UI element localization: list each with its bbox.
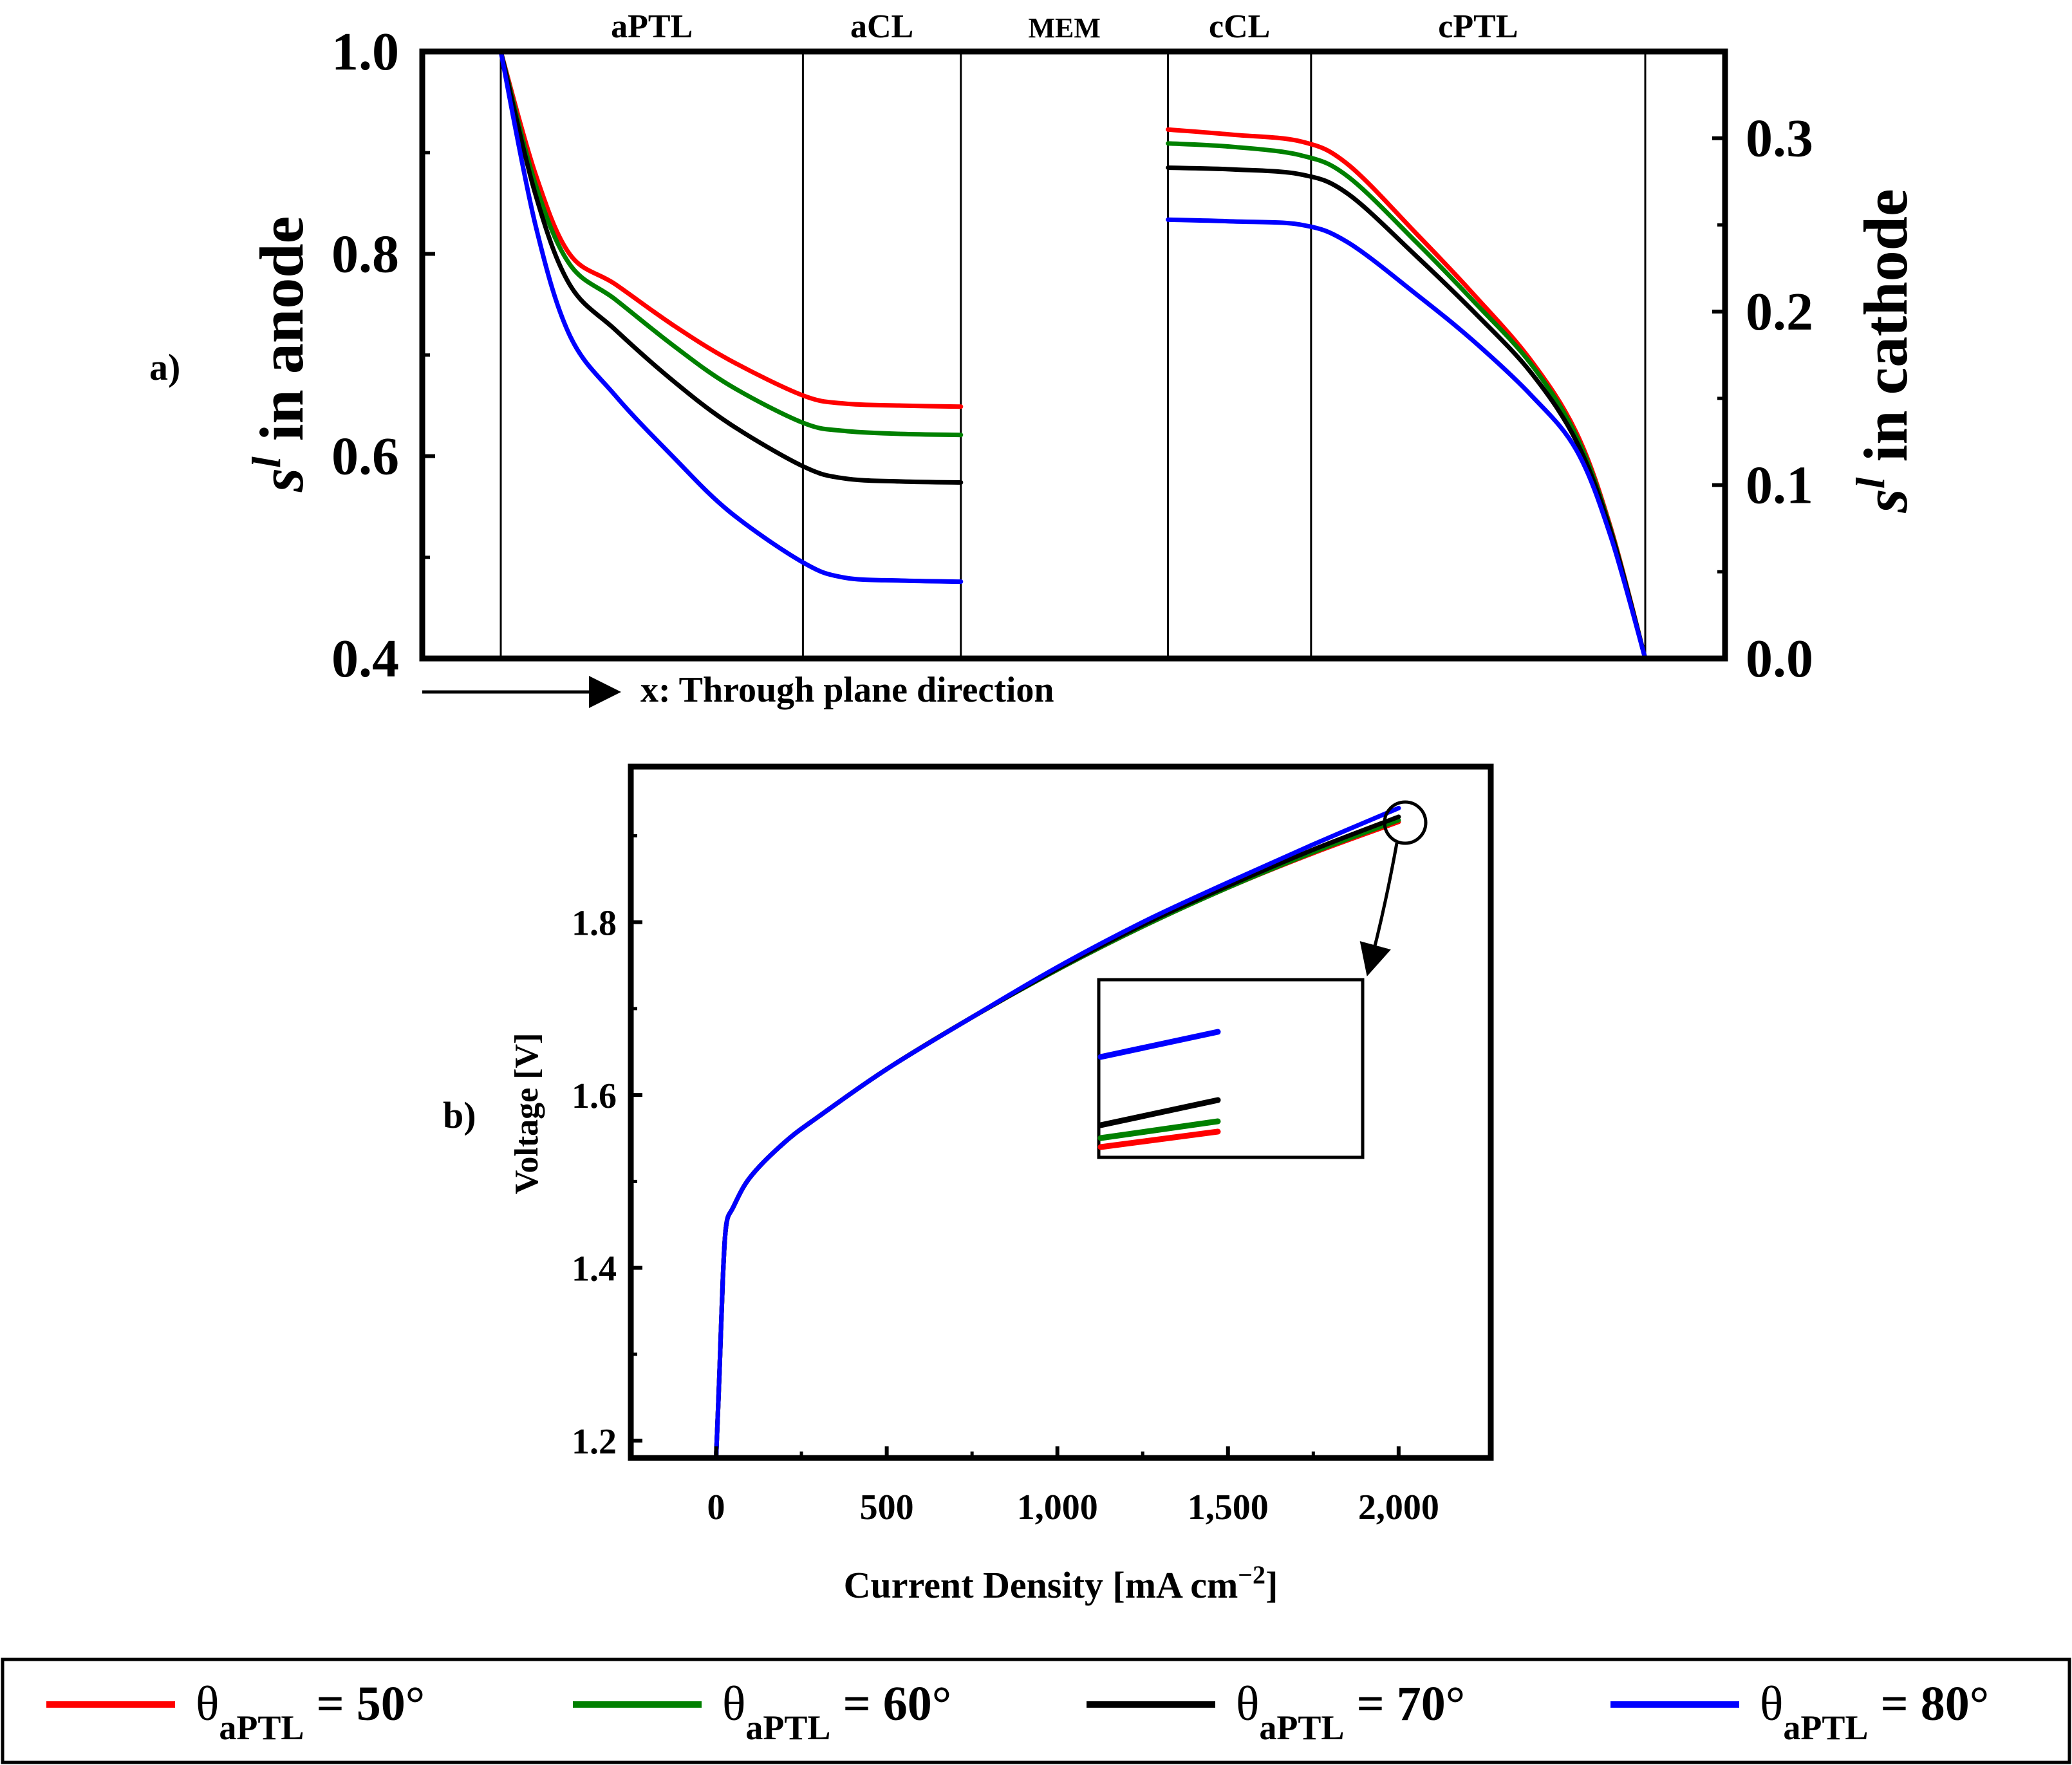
panel-b: b) 0 500 1,000 1,500 2,000 1.2 1.4 1.6 1.8 Volt…: [443, 763, 1494, 1607]
inset-frame: [1097, 978, 1365, 1159]
legend-theta: θ: [196, 1677, 219, 1731]
inset-curve-segment: [1097, 1118, 1221, 1141]
legend-label: θaPTL = 50°: [196, 1677, 425, 1747]
panel-b-y-ticks: 1.2 1.4 1.6 1.8: [572, 834, 642, 1462]
panel-b-x-ticks: 0 500 1,000 1,500 2,000: [707, 1446, 1439, 1527]
region-label-aCL: aCL: [850, 8, 913, 45]
x-label-sup: −2: [1238, 1560, 1265, 1589]
legend: θaPTL = 50° θaPTL = 60° θaPTL = 70° θaPTL =…: [1, 1658, 2071, 1764]
x-tick-label: 0: [707, 1488, 725, 1527]
x-tick-label: 1,500: [1188, 1488, 1269, 1527]
panel-a-region-boundaries: [499, 51, 1647, 658]
left-tick-label: 0.6: [331, 427, 399, 487]
legend-label: θaPTL = 80°: [1760, 1677, 1989, 1747]
inset-curve-segment: [1097, 1029, 1221, 1060]
y-tick-label: 1.2: [572, 1422, 617, 1462]
panel-a-left-y-label: sl in anode: [243, 216, 317, 493]
right-y-label-sup: l: [1847, 477, 1893, 489]
legend-theta: θ: [1236, 1677, 1259, 1731]
legend-value: = 60°: [830, 1677, 951, 1731]
x-tick-label: 1,000: [1017, 1488, 1098, 1527]
legend-items: θaPTL = 50° θaPTL = 60° θaPTL = 70° θaPTL =…: [46, 1677, 1989, 1747]
panel-a-left-ticks: 0.4 0.6 0.8 1.0: [331, 22, 435, 689]
cathode-curve-1: [1166, 127, 1648, 661]
region-label-cPTL: cPTL: [1438, 8, 1518, 45]
anode-curve-4: [498, 49, 964, 584]
zoom-circle: [1383, 800, 1428, 845]
legend-subscript: aPTL: [1259, 1708, 1344, 1747]
anode-curve-1: [498, 49, 964, 409]
anode-curve-2: [498, 49, 964, 438]
cathode-curve-3: [1166, 165, 1648, 661]
panel-a-label: a): [149, 346, 180, 388]
legend-subscript: aPTL: [1783, 1708, 1868, 1747]
panel-a-x-label: x: Through plane direction: [640, 670, 1054, 710]
legend-label: θaPTL = 70°: [1236, 1677, 1465, 1747]
legend-value: = 50°: [304, 1677, 425, 1731]
legend-theta: θ: [1760, 1677, 1783, 1731]
panel-a-right-y-label: sl in cathode: [1847, 189, 1921, 513]
x-tick-label: 2,000: [1358, 1488, 1439, 1527]
legend-subscript: aPTL: [745, 1708, 830, 1747]
left-tick-label: 1.0: [331, 22, 399, 82]
panel-b-frame: [628, 763, 1494, 1461]
x-tick-label: 500: [860, 1488, 914, 1527]
right-tick-label: 0.2: [1746, 282, 1813, 342]
right-tick-label: 0.0: [1746, 629, 1813, 689]
inset-curves: [1097, 1029, 1221, 1150]
panel-b-x-label: Current Density [mA cm−2]: [844, 1560, 1278, 1607]
panel-b-label: b): [443, 1094, 476, 1136]
legend-frame: [1, 1658, 2071, 1764]
right-tick-label: 0.1: [1746, 456, 1813, 516]
x-label-main: Current Density [mA cm: [844, 1564, 1238, 1606]
anode-curve-3: [498, 49, 964, 485]
region-label-MEM: MEM: [1028, 12, 1100, 44]
cathode-curve-4: [1166, 217, 1648, 661]
legend-value: = 70°: [1344, 1677, 1465, 1731]
inset-curve-segment: [1097, 1097, 1221, 1128]
region-label-cCL: cCL: [1209, 8, 1270, 45]
legend-subscript: aPTL: [219, 1708, 304, 1747]
panel-a-right-ticks: 0.0 0.1 0.2 0.3: [1712, 109, 1813, 689]
left-tick-label: 0.4: [331, 629, 399, 689]
legend-label: θaPTL = 60°: [722, 1677, 951, 1747]
panel-a: a) aPTL aCL MEM cCL cPTL 0.4 0.6 0.8 1.0 0.0 0.1…: [149, 8, 1920, 710]
panel-b-y-label: Voltage [V]: [509, 1033, 545, 1195]
zoom-arrow: [1359, 843, 1399, 976]
polarization-curve-4: [714, 805, 1401, 1461]
legend-value: = 80°: [1868, 1677, 1989, 1731]
y-tick-label: 1.8: [572, 904, 617, 944]
left-y-label-s: s: [247, 468, 316, 492]
x-label-end: ]: [1265, 1564, 1278, 1606]
panel-b-curves: [714, 805, 1401, 1461]
left-y-label-rest: in anode: [247, 216, 316, 456]
legend-theta: θ: [722, 1677, 745, 1731]
right-tick-label: 0.3: [1746, 109, 1813, 169]
panel-a-curves: [498, 49, 1648, 661]
right-y-label-s: s: [1851, 489, 1920, 513]
panel-a-region-labels: aPTL aCL MEM cCL cPTL: [611, 8, 1518, 45]
right-y-label-rest: in cathode: [1851, 189, 1920, 477]
left-y-label-sup: l: [243, 456, 289, 468]
inset-curve-segment: [1097, 1128, 1221, 1150]
y-tick-label: 1.6: [572, 1076, 617, 1116]
left-tick-label: 0.8: [331, 224, 399, 284]
y-tick-label: 1.4: [572, 1249, 617, 1289]
region-label-aPTL: aPTL: [611, 8, 693, 45]
